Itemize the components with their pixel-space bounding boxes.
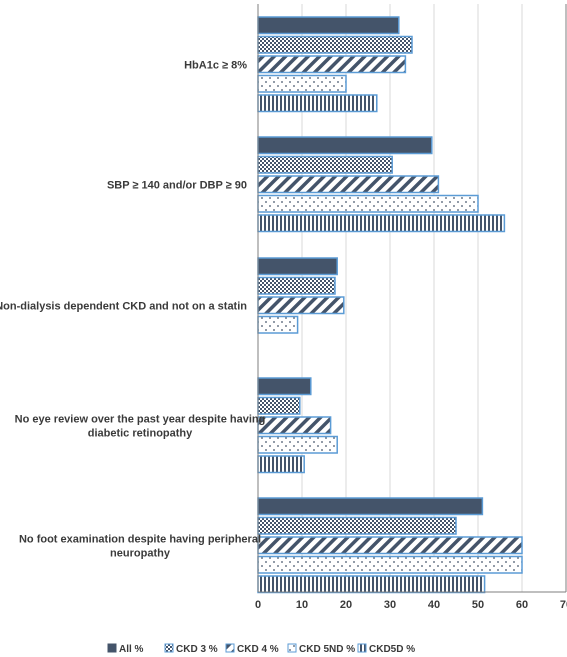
category-label-4: neuropathy: [110, 547, 171, 559]
category-label-4: No foot examination despite having perip…: [19, 533, 261, 545]
legend-swatch-4: [357, 643, 367, 653]
bar-ckd-4-cat-0: [257, 55, 407, 74]
bar-all-cat-4: [257, 497, 484, 516]
legend-label-3: CKD 5ND %: [299, 644, 355, 655]
bar-ckd-3-cat-2: [257, 276, 336, 295]
category-label-3: No eye review over the past year despite…: [15, 413, 266, 425]
bar-ckd-4-cat-1: [257, 175, 440, 194]
bar-ckd-4-cat-3: [257, 416, 332, 435]
bar-ckd5d-cat-3: [257, 455, 305, 474]
axes: 0 10 20 30 40 50 60 70: [255, 4, 567, 611]
bar-all-cat-0: [257, 16, 400, 35]
x-tick-label: 0: [255, 599, 261, 611]
bar-ckd-4-cat-4: [257, 536, 523, 555]
bar-ckd-5nd-cat-3: [257, 435, 338, 454]
bar-ckd-5nd-cat-2: [257, 315, 299, 334]
bar-all-cat-3: [257, 377, 312, 396]
bar-ckd-3-cat-1: [257, 155, 393, 174]
bar-ckd5d-cat-4: [257, 575, 486, 594]
x-tick-label: 50: [472, 599, 484, 611]
x-tick-label: 60: [516, 599, 528, 611]
legend-label-0: All %: [119, 644, 144, 655]
x-tick-label: 40: [428, 599, 440, 611]
bar-ckd-3-cat-0: [257, 35, 413, 54]
bars: [257, 16, 523, 594]
bar-ckd-3-cat-3: [257, 396, 301, 415]
bar-all-cat-2: [257, 257, 338, 276]
legend-swatch-1: [164, 643, 174, 653]
legend: All % CKD 3 % CKD 4 % CKD 5ND % CKD5D %: [107, 643, 415, 655]
x-tick-label: 10: [296, 599, 308, 611]
legend-swatch-3: [287, 643, 297, 653]
bar-all-cat-1: [257, 136, 433, 155]
legend-swatch-0: [107, 643, 117, 653]
bar-ckd-3-cat-4: [257, 516, 457, 535]
category-label-2: Non-dialysis dependent CKD and not on a …: [0, 300, 247, 312]
legend-label-4: CKD5D %: [369, 644, 415, 655]
x-tick-label: 30: [384, 599, 396, 611]
bar-ckd-4-cat-2: [257, 296, 345, 315]
category-labels: HbA1c ≥ 8% SBP ≥ 140 and/or DBP ≥ 90 Non-d…: [0, 59, 265, 559]
category-label-1: SBP ≥ 140 and/or DBP ≥ 90: [107, 179, 247, 191]
category-label-3: diabetic retinopathy: [88, 427, 193, 439]
bar-ckd-5nd-cat-1: [257, 194, 479, 213]
category-label-0: HbA1c ≥ 8%: [184, 59, 247, 71]
x-tick-label: 20: [340, 599, 352, 611]
bar-ckd-5nd-cat-0: [257, 74, 347, 93]
bar-ckd5d-cat-0: [257, 94, 378, 113]
legend-label-1: CKD 3 %: [176, 644, 218, 655]
bar-ckd-5nd-cat-4: [257, 555, 523, 574]
legend-swatch-2: [225, 643, 235, 653]
legend-label-2: CKD 4 %: [237, 644, 279, 655]
x-tick-label: 70: [560, 599, 567, 611]
bar-ckd5d-cat-1: [257, 214, 506, 233]
